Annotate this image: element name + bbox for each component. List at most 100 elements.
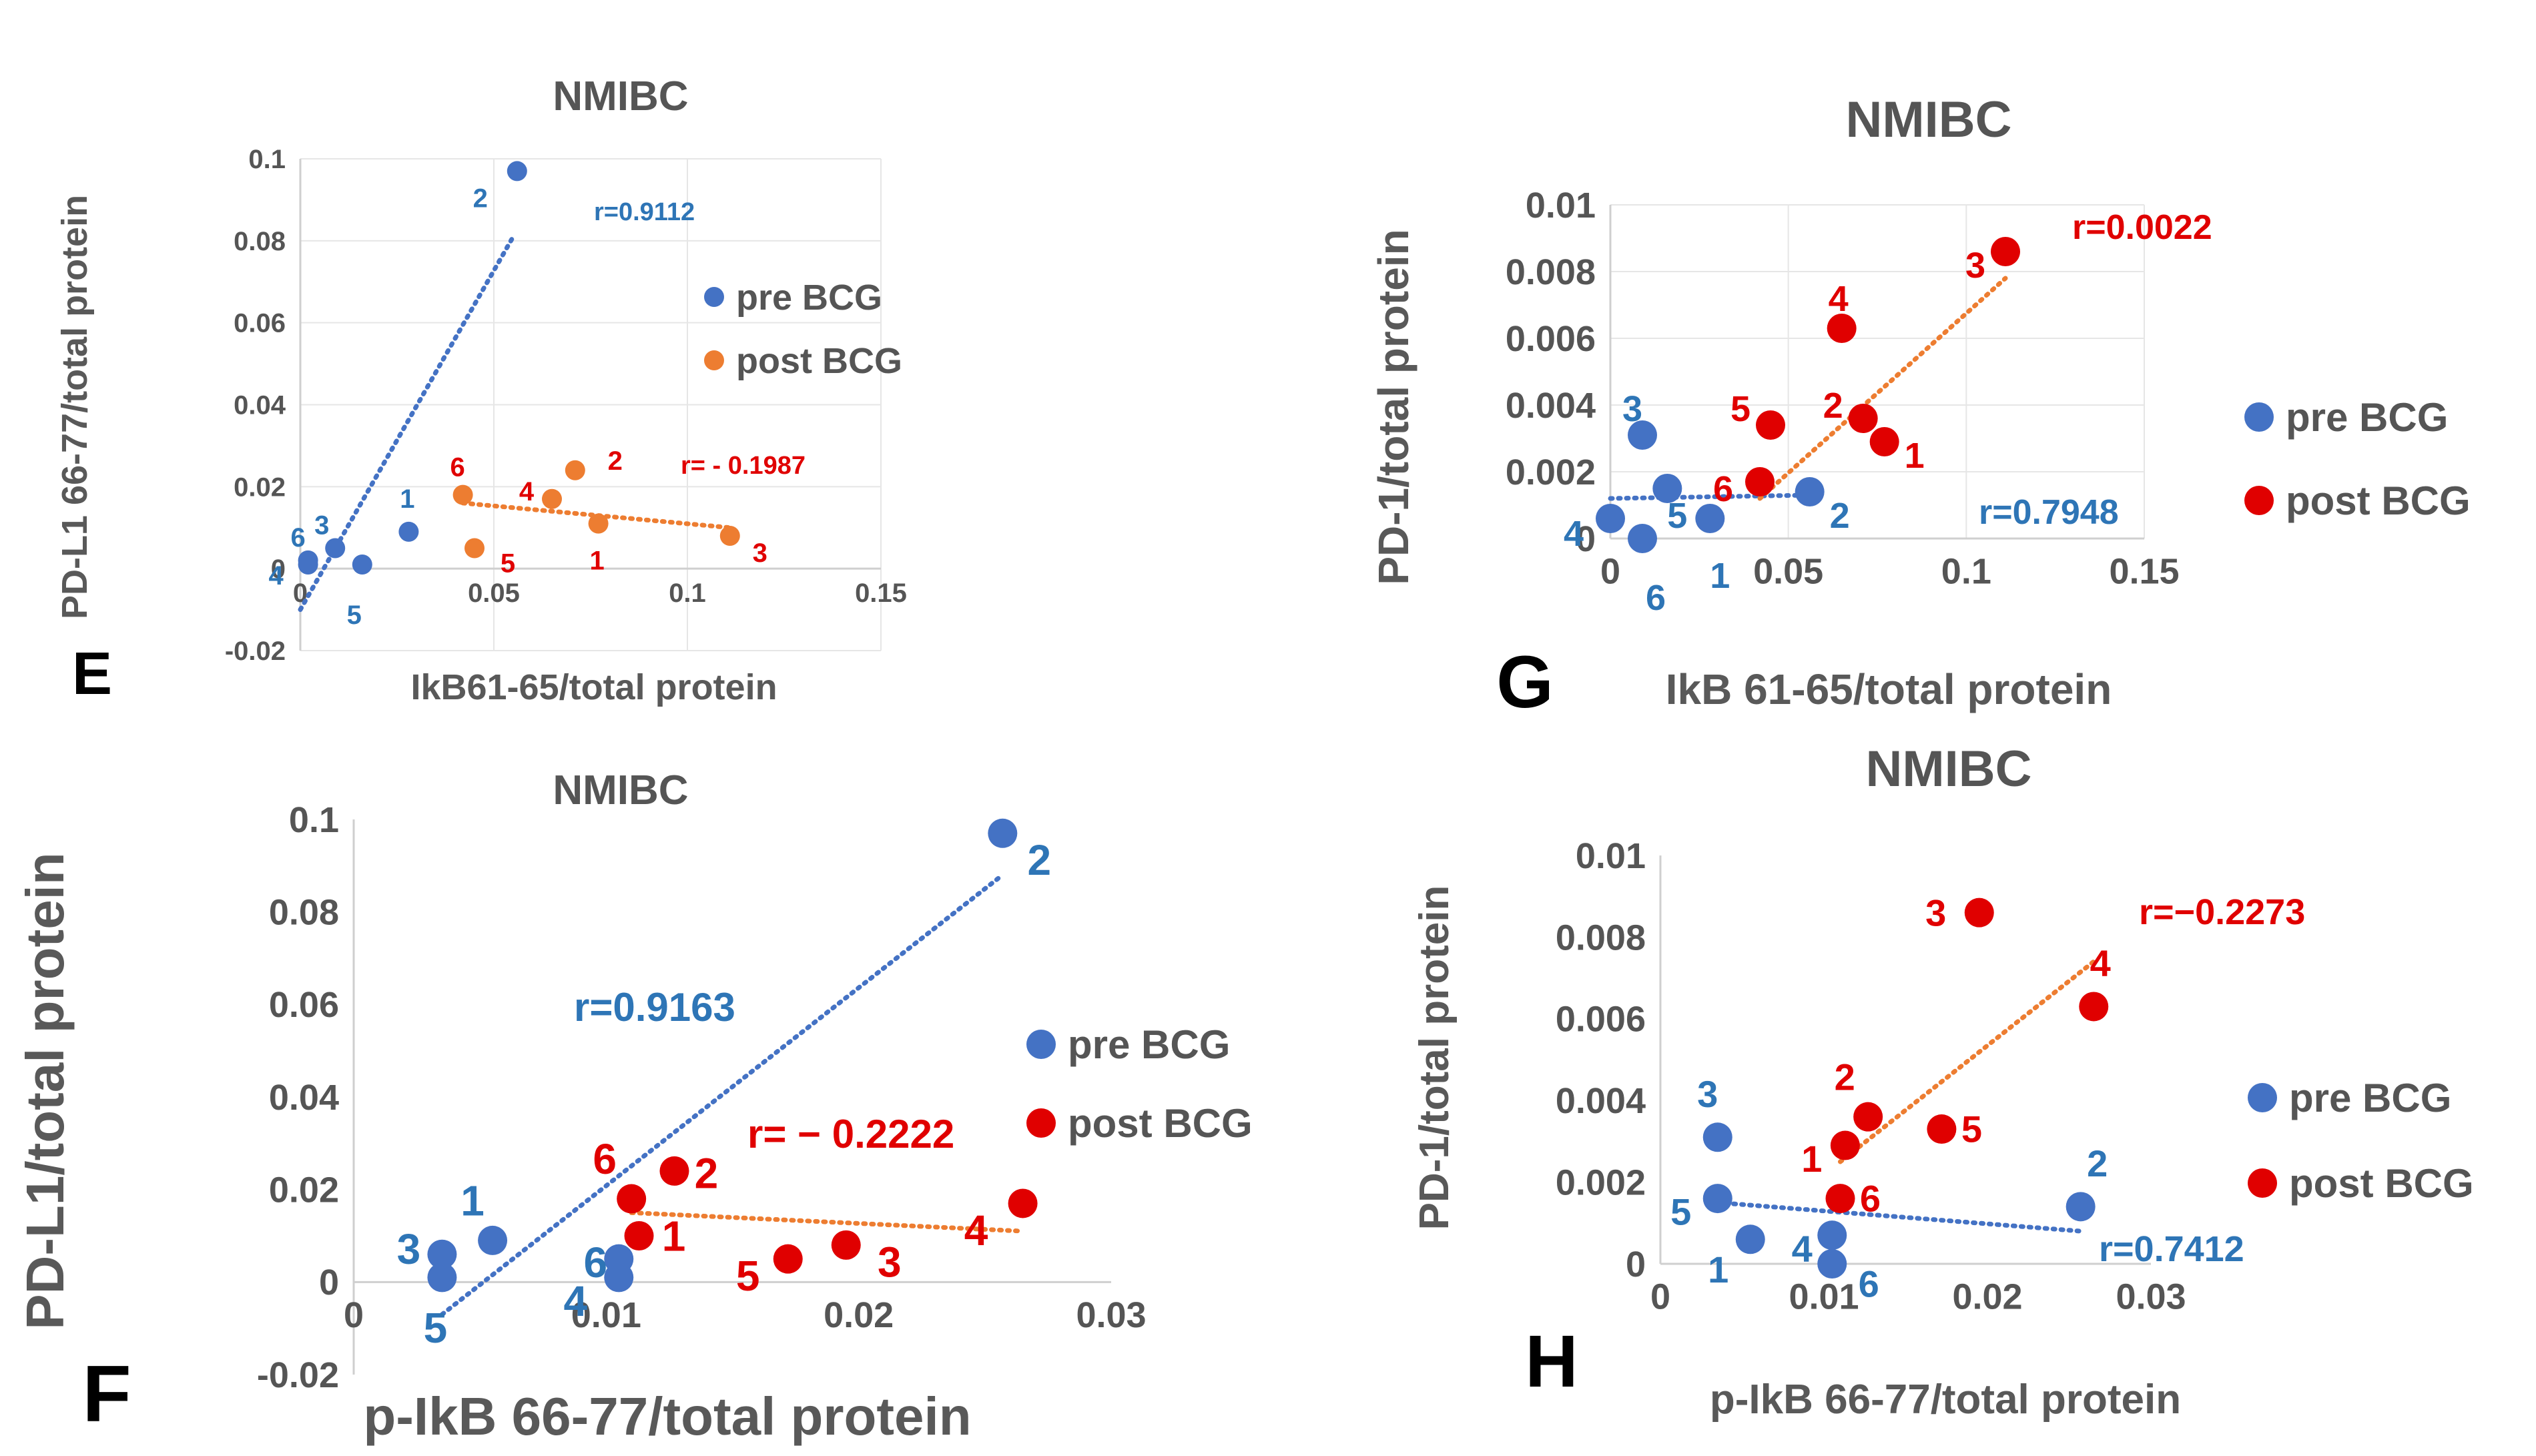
x-tick-label: 0.05 — [468, 579, 520, 608]
point-label: 5 — [1961, 1108, 1982, 1150]
legend-label: pre BCG — [2289, 1076, 2451, 1120]
point-label: 3 — [878, 1238, 902, 1286]
legend-marker — [1026, 1108, 1056, 1138]
point-label: 6 — [1860, 1178, 1881, 1220]
point-label: 4 — [1564, 514, 1584, 554]
x-axis-label: p-IkB 66-77/total protein — [363, 1387, 971, 1446]
point-label: 1 — [1708, 1248, 1728, 1291]
data-point-post-2 — [565, 460, 585, 480]
point-label: 5 — [1730, 389, 1751, 429]
point-label: 1 — [589, 547, 604, 576]
trendline-post — [1838, 959, 2096, 1164]
point-label: 3 — [1697, 1073, 1718, 1115]
point-label: 2 — [473, 184, 488, 213]
data-point-pre-6 — [1628, 524, 1657, 553]
point-label: 6 — [593, 1135, 617, 1183]
point-label: 5 — [736, 1252, 760, 1300]
legend-marker — [1026, 1030, 1056, 1059]
data-point-post-4 — [1827, 314, 1857, 343]
x-tick-label: 0.05 — [1753, 552, 1823, 592]
point-label: 1 — [662, 1212, 686, 1260]
point-label: 2 — [1028, 836, 1052, 884]
point-label: 4 — [2090, 942, 2111, 984]
data-point-post-6 — [617, 1184, 647, 1214]
r-annotation: r=0.0022 — [2072, 208, 2212, 247]
data-point-pre-3 — [325, 538, 346, 559]
data-point-post-6 — [1745, 467, 1775, 496]
point-label: 4 — [519, 477, 535, 506]
chart-title: NMIBC — [553, 73, 688, 119]
data-point-pre-2 — [988, 818, 1018, 848]
point-label: 1 — [1801, 1138, 1822, 1180]
point-label: 2 — [1835, 1056, 1855, 1098]
panel-h: 0 0.002 0.004 0.006 0.008 0.01 0 0.01 0.02 0.03 NM… — [1411, 741, 2474, 1423]
legend-label: post BCG — [736, 341, 902, 381]
chart-title: NMIBC — [1845, 91, 2011, 148]
x-tick-label: 0.15 — [2109, 552, 2179, 592]
y-tick-label: 0.1 — [289, 800, 339, 840]
trendline-pre — [439, 872, 1005, 1317]
x-axis-label: IkB61-65/total protein — [410, 667, 777, 707]
r-annotation: r=0.9112 — [594, 198, 695, 226]
point-label: 6 — [583, 1238, 607, 1287]
point-label: 1 — [400, 484, 414, 514]
panel-letter: H — [1525, 1321, 1578, 1403]
point-label: 6 — [290, 523, 305, 553]
data-point-pre-1 — [1735, 1224, 1765, 1254]
point-label: 6 — [1713, 469, 1733, 509]
data-point-post-5 — [464, 538, 485, 559]
point-label: 2 — [608, 446, 623, 476]
x-tick-label: 0.1 — [1941, 552, 1991, 592]
data-point-post-1 — [624, 1221, 654, 1250]
data-point-post-3 — [719, 526, 740, 547]
point-label: 6 — [450, 453, 464, 482]
data-point-post-5 — [773, 1244, 803, 1274]
y-tick-label: 0.004 — [1556, 1081, 1646, 1121]
point-label: 3 — [314, 510, 329, 540]
data-point-pre-4 — [1596, 504, 1625, 533]
y-tick-label: 0.002 — [1556, 1163, 1646, 1203]
x-axis-label: p-IkB 66-77/total protein — [1710, 1377, 2181, 1423]
panel-letter: F — [82, 1349, 131, 1439]
y-tick-label: -0.02 — [225, 637, 286, 666]
y-axis-label: PD-1/total protein — [1369, 229, 1417, 585]
x-tick-label: 0.03 — [1076, 1295, 1146, 1335]
x-tick-label: 0.02 — [824, 1295, 894, 1335]
y-tick-label: 0.01 — [1526, 186, 1596, 226]
data-point-post-2 — [659, 1156, 689, 1186]
point-label: 4 — [964, 1206, 988, 1254]
y-tick-label: 0.004 — [1506, 386, 1596, 426]
point-label: 4 — [1792, 1228, 1813, 1270]
legend-marker — [2248, 1168, 2277, 1198]
x-axis-label: IkB 61-65/total protein — [1666, 665, 2112, 713]
y-tick-label: 0 — [1576, 519, 1596, 559]
x-tick-label: 0.02 — [1952, 1277, 2022, 1317]
y-tick-label: 0.01 — [1576, 836, 1646, 876]
point-label: 4 — [1829, 279, 1849, 319]
legend-label: pre BCG — [1068, 1022, 1230, 1067]
y-tick-label: 0.006 — [1506, 319, 1596, 359]
point-label: 5 — [424, 1304, 448, 1352]
data-point-pre-1 — [1695, 504, 1725, 533]
point-label: 6 — [1646, 578, 1666, 618]
y-tick-label: 0.1 — [248, 145, 286, 174]
legend-marker — [2244, 486, 2274, 515]
panel-letter: E — [72, 641, 112, 707]
y-tick-label: 0.08 — [234, 227, 286, 256]
data-point-pre-1 — [478, 1225, 508, 1255]
y-tick-label: -0.02 — [257, 1355, 339, 1395]
data-point-post-3 — [1991, 237, 2020, 266]
point-label: 4 — [563, 1277, 587, 1325]
x-tick-label: 0.1 — [669, 579, 706, 608]
trendline-post — [1757, 276, 2008, 501]
data-point-pre-3 — [427, 1239, 457, 1269]
data-point-post-4 — [542, 488, 562, 509]
y-tick-label: 0.008 — [1556, 918, 1646, 958]
chart-title: NMIBC — [553, 767, 688, 813]
point-label: 3 — [1965, 246, 1985, 286]
point-label: 5 — [501, 549, 515, 578]
point-label: 1 — [1905, 436, 1925, 476]
y-tick-label: 0.008 — [1506, 252, 1596, 292]
